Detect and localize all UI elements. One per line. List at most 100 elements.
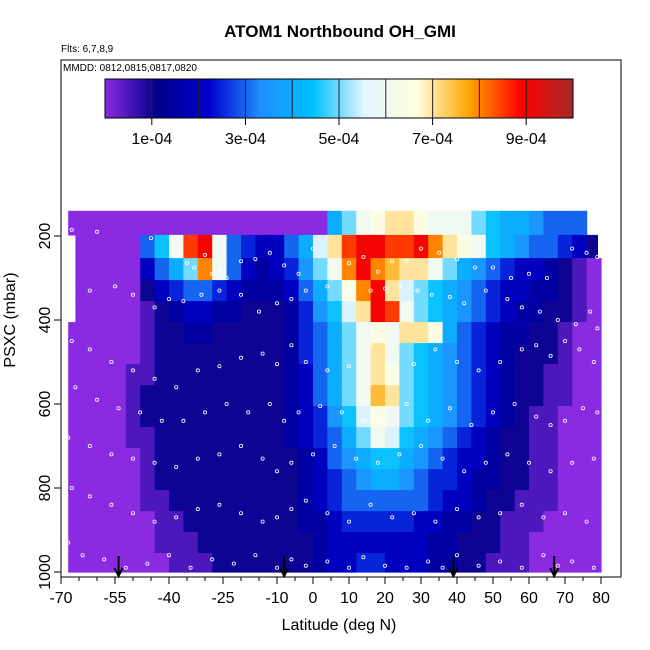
sample-point xyxy=(210,271,215,276)
heatmap-cell xyxy=(241,553,256,573)
plot-frame xyxy=(60,59,622,578)
heatmap-cell xyxy=(586,322,602,344)
heatmap-cell xyxy=(428,343,444,365)
heatmap-cell xyxy=(269,469,285,491)
heatmap-cell xyxy=(255,532,271,554)
heatmap-cell xyxy=(557,343,573,365)
heatmap-cell xyxy=(370,553,386,573)
heatmap-cell xyxy=(457,210,472,236)
heatmap-cell xyxy=(341,406,357,428)
heatmap-cell xyxy=(543,511,559,533)
heatmap-cell xyxy=(529,234,544,259)
heatmap-cell xyxy=(327,469,343,491)
heatmap-cell xyxy=(183,210,199,236)
heatmap-cell xyxy=(241,532,256,554)
heatmap-cell xyxy=(68,448,84,470)
heatmap-cell xyxy=(97,210,112,236)
heatmap-cell xyxy=(255,301,271,323)
sample-point xyxy=(181,418,186,423)
heatmap-cell xyxy=(154,406,170,428)
heatmap-cell xyxy=(255,385,271,407)
heatmap-cell xyxy=(111,343,127,365)
heatmap-cell xyxy=(341,469,357,491)
heatmap-cell xyxy=(327,406,343,428)
heatmap-cell xyxy=(457,490,472,512)
heatmap-cell xyxy=(226,448,242,470)
heatmap-cell xyxy=(111,364,127,386)
heatmap-cell xyxy=(255,427,271,449)
heatmap-cell xyxy=(125,385,141,407)
sample-point xyxy=(390,259,395,264)
heatmap-cell xyxy=(385,448,400,470)
sample-point xyxy=(527,460,532,465)
sample-point xyxy=(563,418,568,423)
x-tick-label: -70 xyxy=(49,590,72,607)
heatmap-cell xyxy=(241,448,256,470)
sample-point xyxy=(404,401,409,406)
sample-point xyxy=(440,456,445,461)
sample-point xyxy=(116,406,121,411)
heatmap-cell xyxy=(82,511,98,533)
heatmap-cell xyxy=(255,343,271,365)
heatmap-cell xyxy=(471,364,487,386)
heatmap-cell xyxy=(284,490,300,512)
heatmap-cell xyxy=(413,511,429,533)
heatmap-cell xyxy=(183,301,199,323)
heatmap-cell xyxy=(471,210,487,236)
heatmap-cell xyxy=(97,469,112,491)
heatmap-cell xyxy=(529,490,544,512)
sample-point xyxy=(390,515,395,520)
heatmap-cell xyxy=(82,406,98,428)
sample-point xyxy=(581,406,586,411)
heatmap-cell xyxy=(557,322,573,344)
heatmap-cell xyxy=(298,427,314,449)
x-tick-label: 80 xyxy=(592,590,610,607)
heatmap-cell xyxy=(457,448,472,470)
heatmap-cell xyxy=(269,322,285,344)
sample-point xyxy=(296,410,301,415)
heatmap-cell xyxy=(313,210,328,236)
heatmap-cell xyxy=(212,469,228,491)
heatmap-cell xyxy=(370,234,386,259)
heatmap-cell xyxy=(413,532,429,554)
sample-point xyxy=(87,494,92,499)
heatmap-cell xyxy=(500,406,516,428)
sample-point xyxy=(361,555,366,560)
sample-point xyxy=(87,347,92,352)
colorbar-dividers xyxy=(151,79,527,118)
heatmap-cell xyxy=(485,406,501,428)
sample-point xyxy=(591,359,596,364)
heatmap-cell xyxy=(485,385,501,407)
sample-point xyxy=(519,565,524,570)
heatmap-cell xyxy=(212,210,228,236)
y-tick-label: 800 xyxy=(37,475,54,502)
flights-annotation: Flts: 6,7,8,9 xyxy=(61,44,114,55)
heatmap-cell xyxy=(370,406,386,428)
heatmap-cell xyxy=(298,448,314,470)
heatmap-cell xyxy=(212,301,228,323)
heatmap-cell xyxy=(284,301,300,323)
sample-point xyxy=(346,519,351,524)
heatmap-cell xyxy=(97,301,112,323)
heatmap-cell xyxy=(154,553,170,573)
sample-point xyxy=(472,265,477,270)
heatmap-cell xyxy=(428,532,444,554)
heatmap-cell xyxy=(313,427,328,449)
heatmap-cell xyxy=(500,343,516,365)
heatmap-cell xyxy=(241,427,256,449)
heatmap-cell xyxy=(356,427,372,449)
heatmap-cell xyxy=(557,553,573,573)
heatmap-cell xyxy=(111,448,127,470)
heatmap-cell xyxy=(341,301,357,323)
heatmap-cell xyxy=(226,280,242,302)
heatmap-cell xyxy=(197,301,213,323)
sample-point xyxy=(390,347,395,352)
heatmap-cell xyxy=(313,553,328,573)
heatmap-cell xyxy=(413,258,429,281)
heatmap-cell xyxy=(586,427,602,449)
heatmap-cell xyxy=(255,364,271,386)
heatmap-cell xyxy=(485,427,501,449)
sample-point xyxy=(447,294,452,299)
heatmap-cell xyxy=(284,258,300,281)
heatmap-cell xyxy=(226,553,242,573)
